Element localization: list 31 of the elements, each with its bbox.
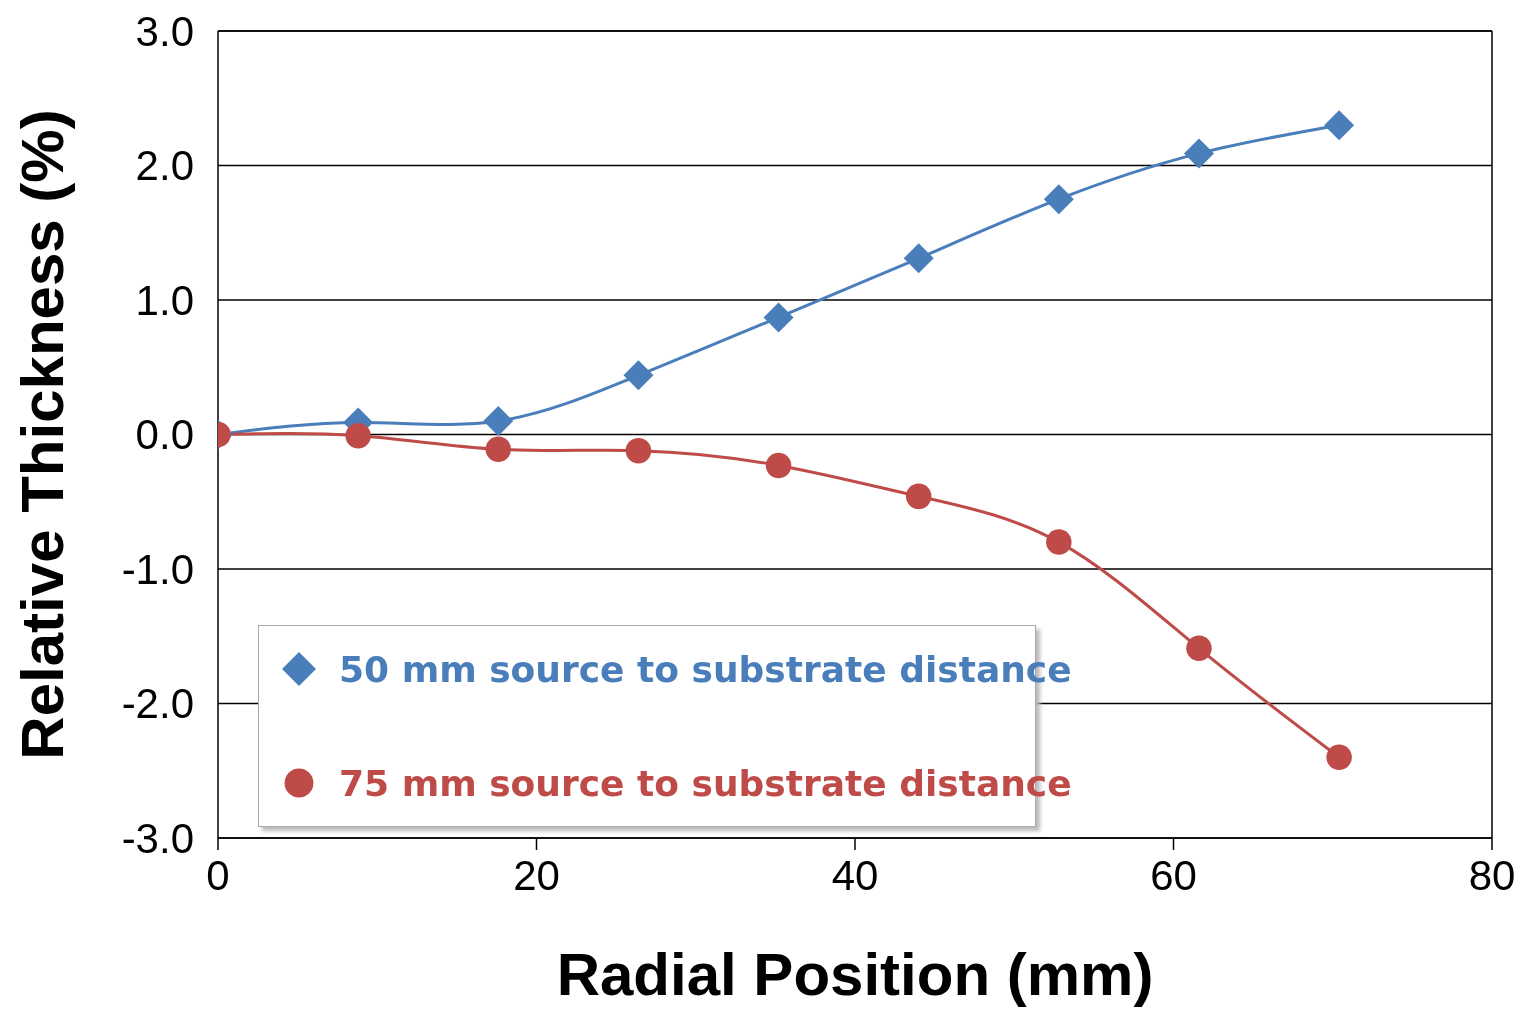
x-tick-label: 60 — [1150, 851, 1197, 899]
point — [1043, 184, 1074, 215]
point — [1186, 635, 1212, 662]
x-tick-label: 80 — [1468, 851, 1516, 899]
y-tick-label: -1.0 — [121, 545, 194, 593]
point — [763, 302, 794, 333]
y-tick-label: 1.0 — [135, 276, 194, 324]
x-axis-title: Radial Position (mm) — [556, 941, 1154, 1008]
point — [345, 423, 371, 449]
y-tick-label: -3.0 — [121, 814, 194, 862]
y-axis-title: Relative Thickness (%) — [9, 109, 77, 760]
point — [1183, 138, 1214, 169]
legend-label: 50 mm source to substrate distance — [339, 648, 1072, 690]
point — [623, 360, 654, 391]
y-tick-label: -2.0 — [121, 680, 194, 728]
point — [765, 452, 792, 479]
point — [483, 406, 514, 437]
point — [905, 483, 932, 510]
point — [1326, 744, 1352, 771]
point — [625, 437, 652, 464]
x-tick-label: 0 — [206, 851, 230, 899]
y-tick-label: 2.0 — [135, 142, 194, 190]
y-tick-label: 0.0 — [135, 411, 194, 459]
point — [903, 243, 934, 274]
point — [1324, 110, 1355, 141]
y-tick-label: 3.0 — [135, 7, 194, 55]
point — [1046, 529, 1072, 555]
point — [485, 436, 512, 463]
x-tick-label: 20 — [513, 851, 560, 899]
x-tick-label: 40 — [831, 851, 879, 899]
legend-label: 75 mm source to substrate distance — [339, 762, 1072, 804]
